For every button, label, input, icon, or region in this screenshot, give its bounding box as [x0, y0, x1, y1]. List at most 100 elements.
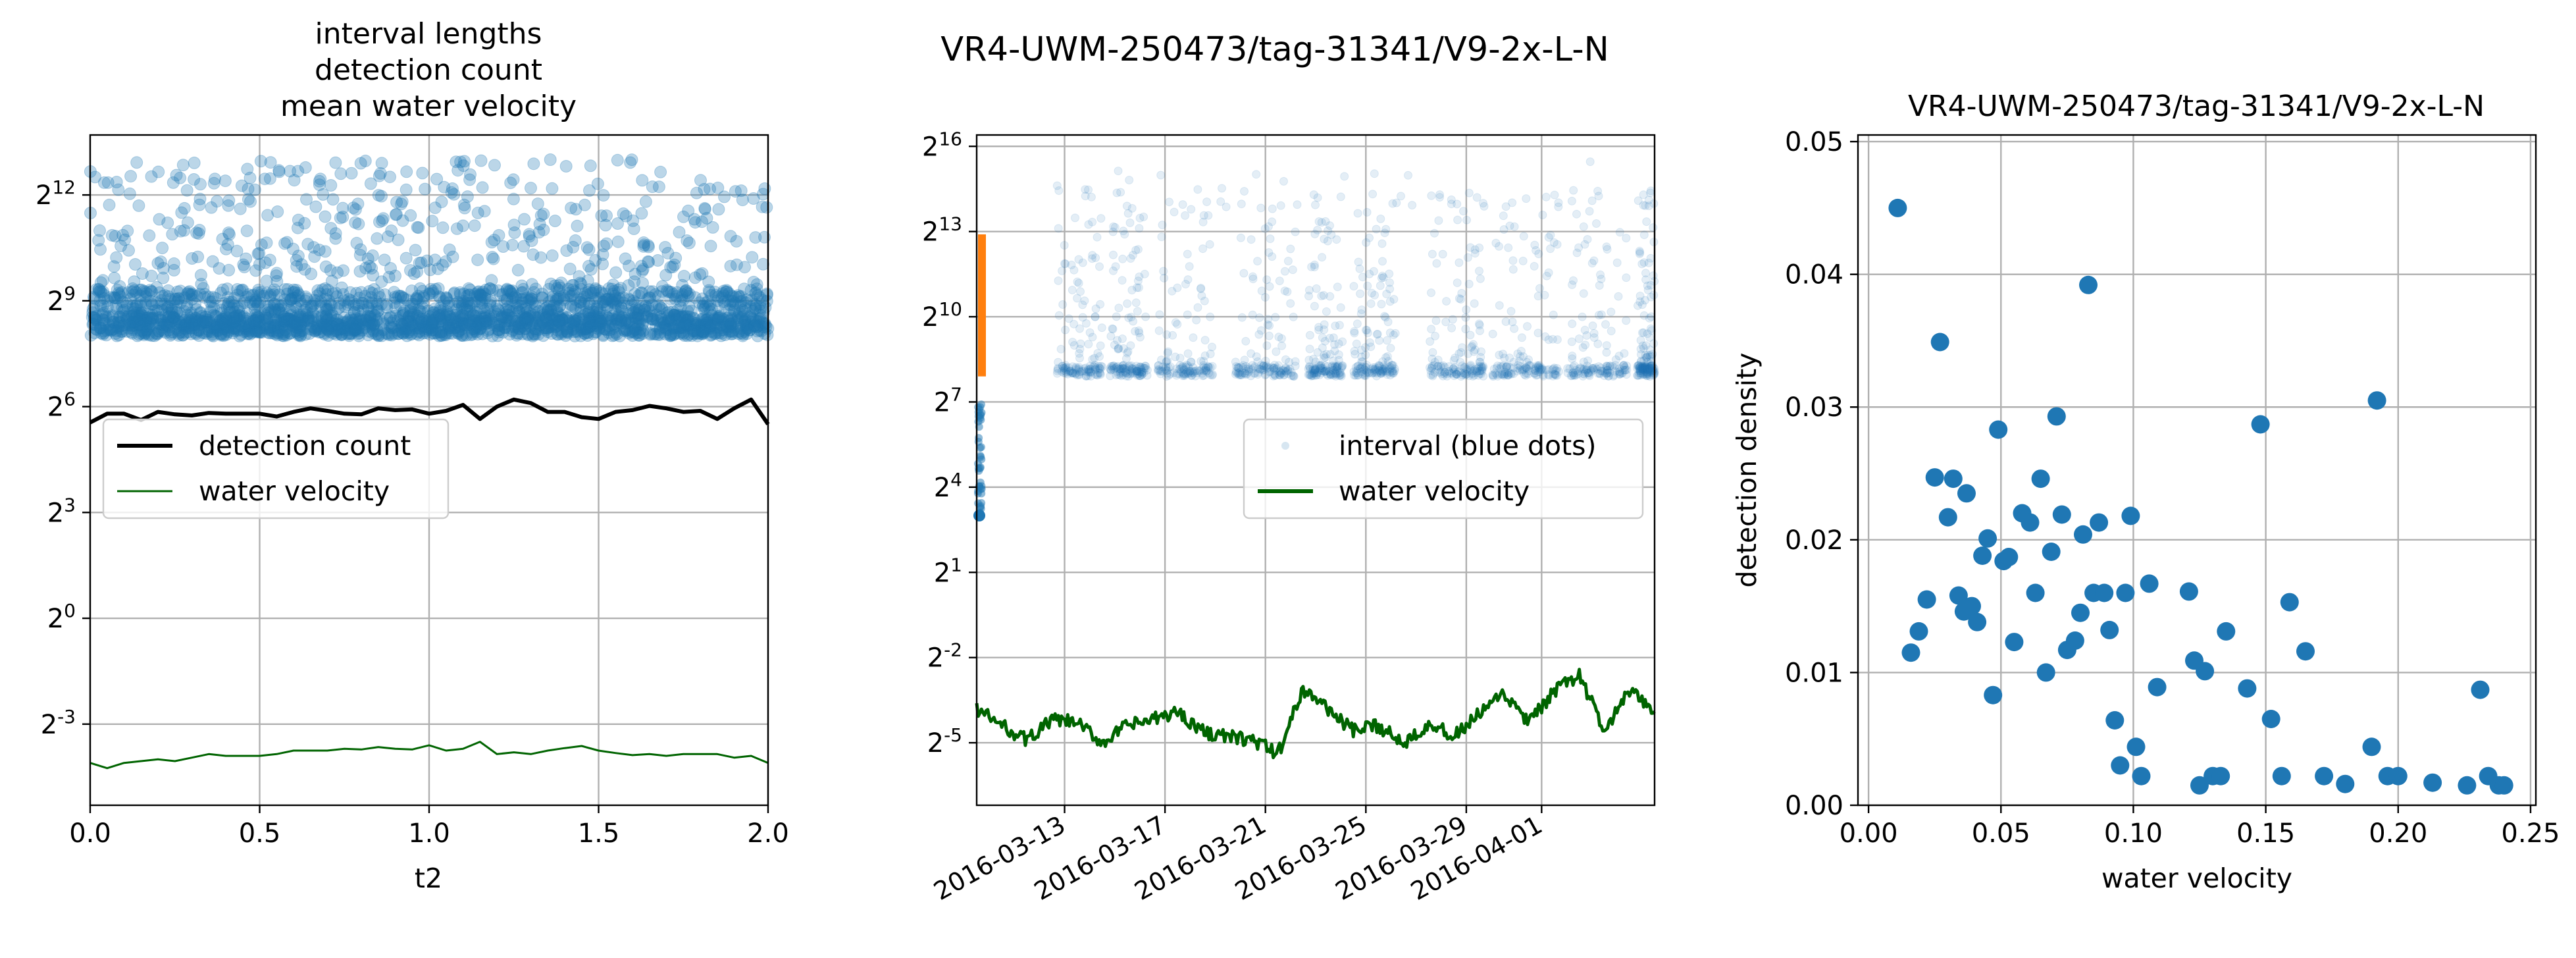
p1-interval-point [606, 296, 619, 309]
p3-point [1930, 333, 1949, 352]
p1-interval-point [209, 292, 222, 305]
p2-interval-point [1241, 336, 1250, 346]
p1-interval-point [746, 251, 759, 264]
p3-y-tick-label: 0.01 [1785, 658, 1843, 688]
p1-interval-point [397, 327, 410, 340]
p1-interval-point [636, 277, 649, 290]
p1-interval-point [258, 173, 271, 186]
p2-interval-point [1249, 272, 1257, 281]
p2-interval-point [1472, 193, 1481, 202]
p1-interval-point [412, 221, 425, 234]
p2-interval-point [1096, 214, 1106, 223]
p1-interval-point [319, 245, 332, 258]
p1-x-tick-label: 1.0 [408, 818, 450, 849]
p1-interval-point [552, 328, 565, 341]
p2-interval-point [1289, 312, 1298, 321]
p2-interval-point [1076, 287, 1085, 296]
p1-interval-point [695, 327, 708, 340]
p1-interval-point [349, 324, 363, 337]
p2-interval-point [1428, 371, 1437, 381]
p1-interval-point [400, 329, 413, 342]
p2-interval-point [1447, 195, 1456, 204]
p1-interval-point [716, 315, 729, 328]
p1-interval-point [582, 243, 596, 256]
p1-interval-point [205, 295, 219, 308]
p1-interval-point [319, 303, 332, 316]
p1-interval-point [590, 292, 603, 305]
p1-interval-point [345, 167, 358, 180]
p3-point [1968, 612, 1987, 631]
p1-interval-point [125, 319, 138, 333]
p2-interval-point [1075, 349, 1084, 358]
p1-interval-point [451, 327, 465, 340]
p1-interval-point [145, 311, 158, 325]
p2-interval-point [1468, 342, 1477, 351]
p2-interval-point [1637, 300, 1647, 309]
p2-interval-point [1479, 199, 1487, 208]
p1-interval-point [404, 302, 417, 315]
p1-interval-point [478, 205, 491, 218]
p2-interval-point [1189, 333, 1198, 342]
p1-interval-point [284, 292, 297, 306]
p1-interval-point [746, 313, 758, 326]
p3-point [2196, 662, 2215, 681]
p2-interval-point [1464, 188, 1474, 198]
p1-interval-point [611, 235, 625, 248]
p1-interval-point [336, 322, 349, 335]
p1-interval-point [215, 329, 228, 342]
p2-interval-point [1641, 275, 1651, 284]
p1-interval-point [390, 196, 403, 209]
p1-interval-point [451, 164, 465, 177]
p1-interval-point [182, 313, 195, 327]
p2-interval-point [1272, 347, 1281, 356]
p2-interval-point [1054, 311, 1064, 320]
p2-interval-point [1330, 340, 1339, 349]
p3-point [2036, 663, 2055, 682]
p1-title-line-1: interval lengths [315, 17, 542, 51]
p2-interval-point [1054, 224, 1063, 233]
p1-interval-point [405, 327, 418, 340]
p2-interval-point [1133, 307, 1142, 316]
p1-interval-point [124, 325, 138, 338]
p2-interval-point [1516, 352, 1525, 361]
p1-interval-point [242, 327, 255, 340]
p2-interval-point [1109, 250, 1118, 259]
p1-interval-point [92, 234, 105, 247]
p2-interval-point [1461, 325, 1470, 334]
p2-interval-point [1274, 333, 1283, 342]
p2-interval-point [1368, 190, 1378, 199]
p1-interval-point [668, 258, 681, 271]
p2-interval-point [1602, 341, 1611, 350]
p1-interval-point [321, 313, 334, 326]
p1-interval-point [725, 319, 738, 333]
p1-interval-point [507, 219, 521, 232]
p2-interval-point [1462, 305, 1471, 314]
p1-interval-point [344, 286, 357, 299]
p2-interval-point [1381, 225, 1391, 234]
p3-x-tick-label: 0.20 [2369, 818, 2427, 849]
p3-point [2042, 543, 2061, 561]
p1-interval-point [335, 328, 348, 341]
p1-interval-point [466, 328, 479, 341]
p1-interval-point [633, 327, 646, 340]
p1-interval-point [725, 317, 738, 330]
p1-interval-point [217, 283, 230, 296]
p1-interval-point [527, 248, 540, 261]
p1-interval-point [482, 323, 496, 336]
p1-interval-point [544, 311, 557, 325]
p2-interval-point [1052, 369, 1062, 378]
p1-interval-point [180, 301, 193, 314]
p1-interval-point [554, 300, 566, 313]
p1-interval-point [689, 317, 702, 330]
p1-interval-point [401, 315, 415, 329]
p1-interval-point [270, 275, 284, 288]
p2-interval-point [1280, 267, 1289, 276]
p1-interval-point [517, 240, 530, 253]
p3-point [1901, 643, 1920, 662]
p2-interval-point [1476, 327, 1484, 335]
p2-interval-point [1096, 341, 1105, 350]
p1-interval-point [517, 311, 529, 325]
p1-interval-point [228, 322, 241, 335]
p1-interval-point [292, 221, 304, 234]
p1-interval-point [505, 286, 518, 300]
